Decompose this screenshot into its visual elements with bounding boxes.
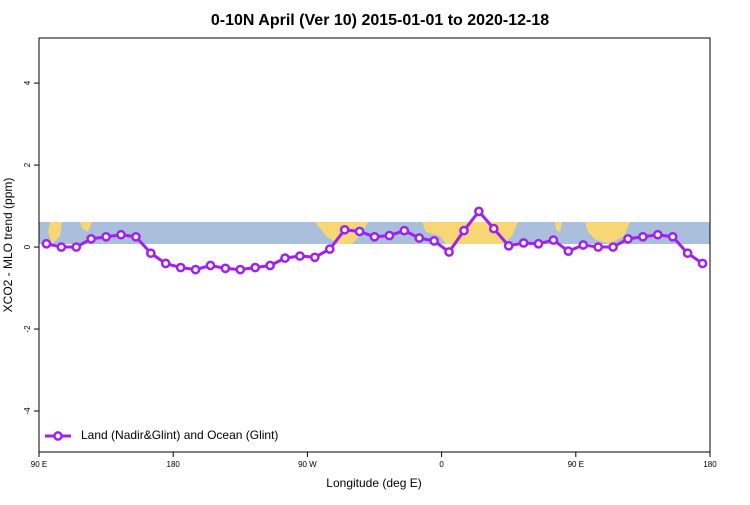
data-point <box>488 223 499 234</box>
data-point <box>116 229 126 240</box>
data-point <box>369 231 380 242</box>
data-point <box>339 224 350 235</box>
data-point <box>295 251 305 261</box>
data-point <box>623 234 633 244</box>
data-point <box>667 231 678 242</box>
data-point <box>414 233 425 243</box>
data-point <box>474 206 484 217</box>
x-axis-label: Longitude (deg E) <box>326 476 421 490</box>
data-point <box>533 238 544 249</box>
data-point <box>56 242 67 252</box>
data-point <box>459 225 469 236</box>
data-point <box>190 264 201 275</box>
data-point <box>608 242 618 252</box>
data-point <box>250 262 261 273</box>
data-point <box>697 258 708 269</box>
data-point <box>101 231 111 242</box>
data-point <box>220 263 231 274</box>
data-point <box>205 260 216 271</box>
data-point <box>71 242 82 252</box>
data-point <box>324 244 335 254</box>
data-point <box>175 262 186 273</box>
data-point <box>429 236 439 246</box>
data-point <box>548 235 559 245</box>
data-point <box>235 264 246 275</box>
data-point <box>578 240 589 250</box>
data-point <box>682 248 693 259</box>
data-point <box>638 231 648 242</box>
data-point <box>518 238 529 248</box>
data-point <box>384 230 395 241</box>
y-tick-label: 2 <box>23 162 32 167</box>
data-point <box>354 226 365 237</box>
x-tick-label: 90 E <box>568 460 584 469</box>
data-point <box>503 240 514 251</box>
plot-frame <box>38 37 711 453</box>
data-point <box>310 252 320 263</box>
data-point <box>131 231 141 242</box>
y-tick-label: -2 <box>23 325 32 333</box>
x-tick-label: 90 E <box>31 460 47 469</box>
data-point <box>280 253 290 263</box>
legend-marker <box>53 431 63 441</box>
x-tick-label: 180 <box>703 460 717 469</box>
x-tick-label: 0 <box>439 460 444 469</box>
data-point <box>86 234 97 244</box>
legend-label: Land (Nadir&Glint) and Ocean (Glint) <box>81 428 278 442</box>
y-tick-label: 4 <box>23 80 32 85</box>
data-point <box>652 229 663 240</box>
x-tick-label: 90 W <box>298 460 317 469</box>
data-point <box>145 248 156 259</box>
chart-title: 0-10N April (Ver 10) 2015-01-01 to 2020-… <box>211 12 549 29</box>
data-point <box>41 238 52 249</box>
data-point <box>593 242 604 252</box>
data-point <box>563 246 574 256</box>
y-tick-label: 0 <box>23 244 32 249</box>
data-point <box>160 258 171 269</box>
data-point <box>265 260 275 271</box>
y-axis-label: XCO2 - MLO trend (ppm) <box>1 178 15 313</box>
y-tick-label: -4 <box>23 407 32 415</box>
data-point <box>399 225 410 236</box>
data-point <box>444 247 454 257</box>
x-tick-label: 180 <box>167 460 181 469</box>
